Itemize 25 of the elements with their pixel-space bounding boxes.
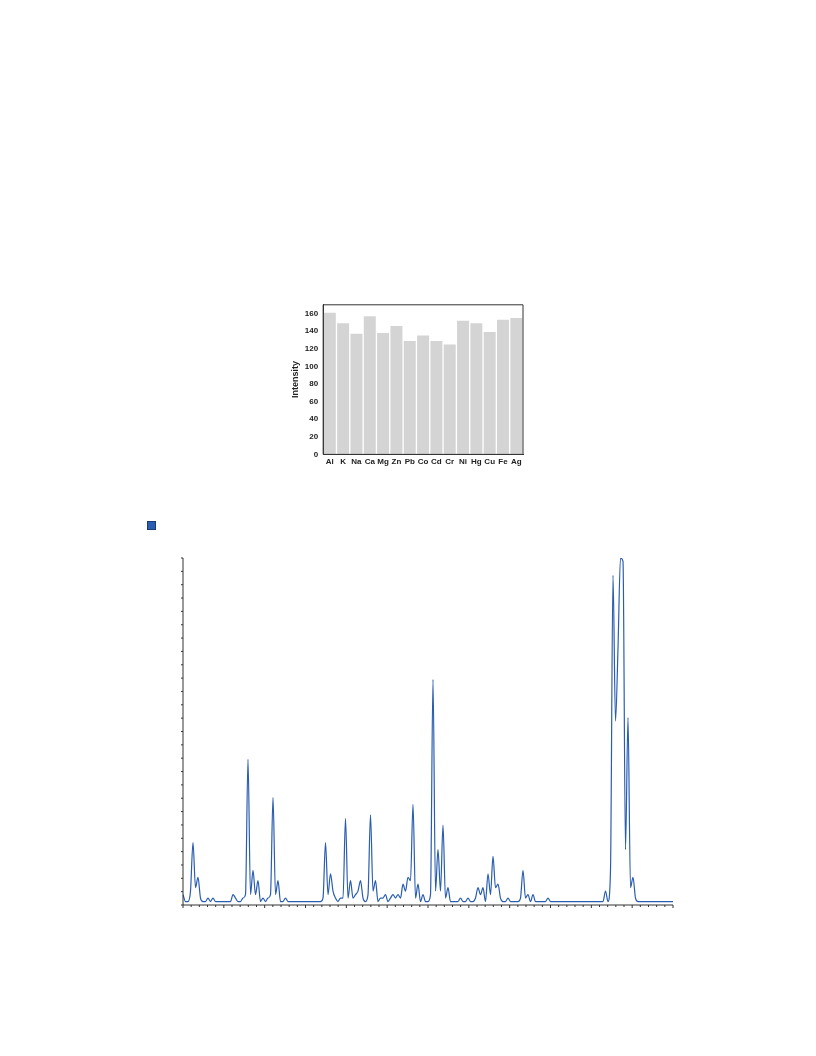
y-tick-label: 60 xyxy=(309,396,319,406)
x-tick-label: Al xyxy=(325,457,334,467)
x-tick-label: K xyxy=(340,457,347,467)
x-tick-label: Cd xyxy=(431,457,442,467)
x-tick-label: Mg xyxy=(377,457,389,467)
x-tick-label: Na xyxy=(351,457,363,467)
y-tick-label: 160 xyxy=(304,308,319,318)
y-tick-label: 100 xyxy=(304,361,319,371)
x-tick-label: Cr xyxy=(445,457,455,467)
y-tick-label: 0 xyxy=(313,449,319,459)
y-tick-label: 20 xyxy=(309,432,319,441)
x-tick-label: Ca xyxy=(364,457,376,467)
x-tick-label: Zn xyxy=(391,457,402,467)
x-tick-label: Cu xyxy=(484,457,496,467)
y-tick-label: 120 xyxy=(304,344,319,353)
x-tick-label: Hg xyxy=(471,457,482,467)
x-tick-label: Fe xyxy=(498,457,509,467)
x-tick-label: Co xyxy=(417,457,429,467)
x-tick-label: Pb xyxy=(404,457,415,467)
y-tick-label: 140 xyxy=(304,326,319,336)
y-axis-title: Intensity xyxy=(289,361,300,399)
x-tick-label: Ag xyxy=(511,457,522,467)
y-tick-label: 80 xyxy=(309,379,319,389)
x-tick-label: Ni xyxy=(459,457,468,467)
y-tick-label: 40 xyxy=(309,414,319,424)
